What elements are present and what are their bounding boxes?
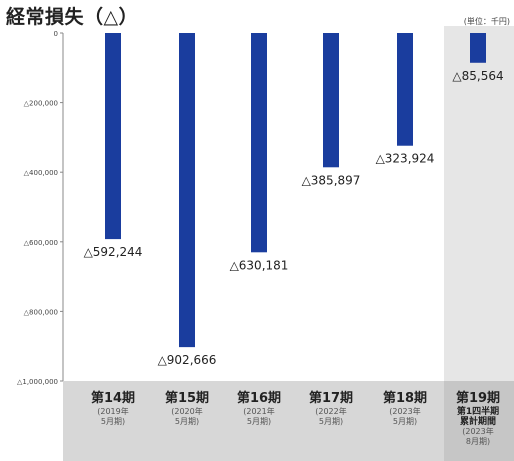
category-sublabel: 5月期) — [319, 417, 343, 426]
unit-label: (単位：千円) — [463, 17, 510, 26]
y-tick-label: △600,000 — [24, 239, 58, 247]
bar — [397, 33, 413, 146]
category-sublabel: (2023年 — [389, 406, 420, 416]
bar-value-label: △902,666 — [158, 353, 217, 367]
category-label: 第16期 — [237, 390, 281, 406]
chart-title: 経常損失（△） — [6, 6, 139, 28]
category-label: 第15期 — [165, 390, 209, 406]
category-sublabel: 5月期) — [247, 417, 271, 426]
bar-value-label: △592,244 — [84, 245, 143, 259]
category-axis-band — [63, 381, 514, 461]
category-sublabel: (2021年 — [243, 406, 274, 416]
category-sublabel: (2023年 — [462, 426, 493, 436]
category-sublabel: (2020年 — [171, 406, 202, 416]
bar — [105, 33, 121, 240]
bar — [470, 33, 486, 63]
category-label: 第19期 — [456, 390, 500, 406]
bar-value-label: △85,564 — [452, 69, 503, 83]
y-tick-label: △1,000,000 — [17, 378, 58, 386]
category-label: 第17期 — [309, 390, 353, 406]
y-tick-label: 0 — [54, 30, 58, 38]
category-sublabel: (2022年 — [315, 406, 346, 416]
category-sublabel: 8月期) — [466, 437, 490, 446]
y-tick-label: △400,000 — [24, 169, 58, 177]
category-sublabel: 5月期) — [393, 417, 417, 426]
category-sublabel: 5月期) — [101, 417, 125, 426]
highlight-column-bg — [444, 26, 514, 381]
highlight-category-band — [444, 381, 514, 461]
category-sublabel: 累計期間 — [460, 415, 496, 427]
category-sublabel: 5月期) — [175, 417, 199, 426]
bar — [179, 33, 195, 348]
category-sublabel: (2019年 — [97, 406, 128, 416]
y-tick-label: △800,000 — [24, 308, 58, 316]
bar-value-label: △630,181 — [230, 258, 289, 272]
category-sublabel: 第1四半期 — [457, 405, 499, 417]
bar-value-label: △323,924 — [376, 152, 435, 166]
bar — [251, 33, 267, 253]
category-label: 第14期 — [91, 390, 135, 406]
bar-value-label: △385,897 — [302, 173, 361, 187]
y-tick-label: △200,000 — [24, 100, 58, 108]
bar — [323, 33, 339, 168]
category-label: 第18期 — [383, 390, 427, 406]
